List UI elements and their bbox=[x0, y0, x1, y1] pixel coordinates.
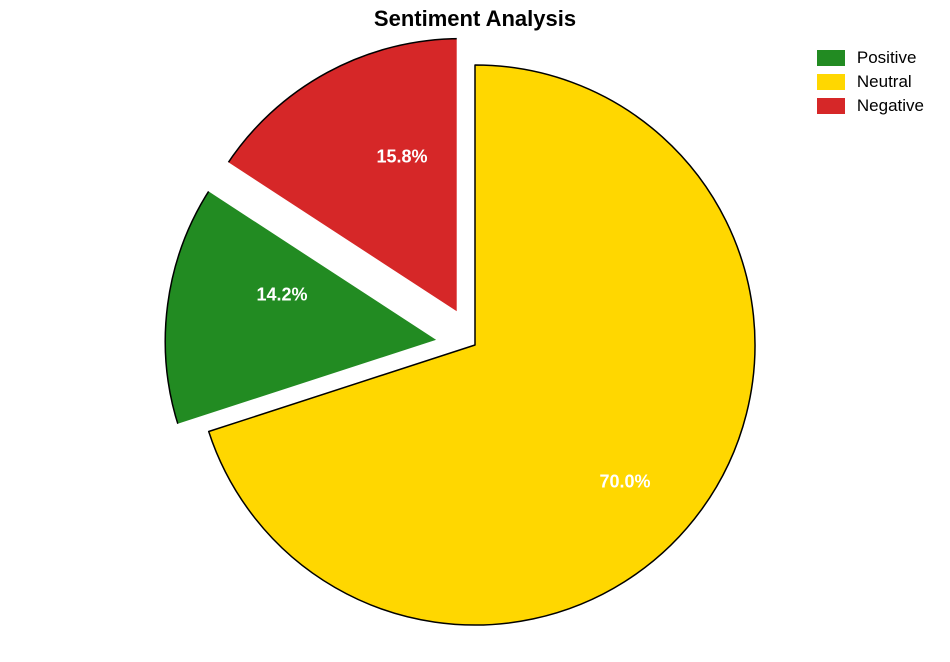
legend-swatch-negative bbox=[817, 98, 845, 114]
sentiment-pie-chart: Sentiment Analysis 70.0% 14.2% 15.8% Pos… bbox=[0, 0, 950, 662]
legend-label-positive: Positive bbox=[857, 48, 917, 68]
legend-swatch-positive bbox=[817, 50, 845, 66]
legend-label-negative: Negative bbox=[857, 96, 924, 116]
slice-label-negative: 15.8% bbox=[376, 147, 427, 168]
slice-label-positive: 14.2% bbox=[256, 285, 307, 306]
legend-item-positive: Positive bbox=[817, 48, 924, 68]
legend: Positive Neutral Negative bbox=[817, 48, 924, 120]
legend-label-neutral: Neutral bbox=[857, 72, 912, 92]
legend-item-negative: Negative bbox=[817, 96, 924, 116]
legend-swatch-neutral bbox=[817, 74, 845, 90]
pie-svg bbox=[0, 0, 950, 662]
legend-item-neutral: Neutral bbox=[817, 72, 924, 92]
slice-label-neutral: 70.0% bbox=[599, 472, 650, 493]
